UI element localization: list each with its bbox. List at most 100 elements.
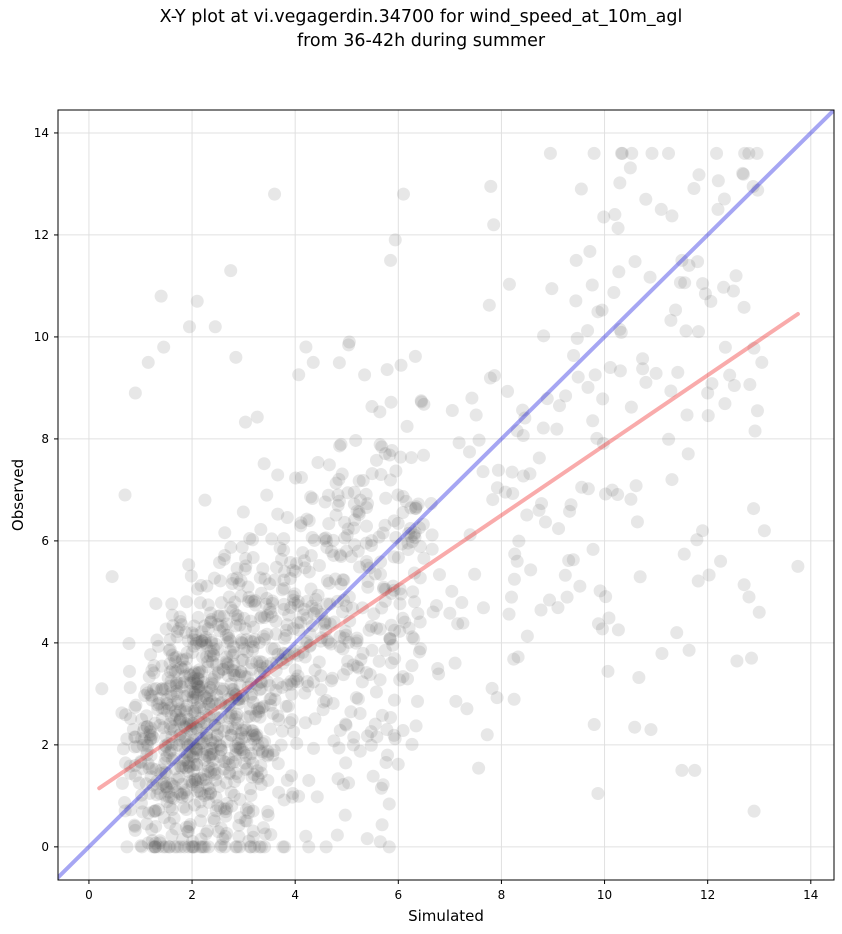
scatter-point [193,795,207,809]
scatter-point [228,748,242,762]
scatter-point [353,493,367,507]
scatter-point [238,730,252,744]
scatter-point [238,562,252,576]
scatter-point [252,704,266,718]
scatter-point [151,639,165,653]
scatter-point [384,656,398,670]
scatter-point [483,371,497,385]
scatter-point [246,635,260,649]
scatter-point [277,581,291,595]
scatter-point [205,741,219,755]
scatter-point [184,569,198,583]
scatter-point [190,675,204,689]
scatter-point [145,689,159,703]
scatter-point [253,571,267,585]
scatter-point [198,633,212,647]
scatter-point [200,579,214,593]
scatter-point [292,368,306,382]
scatter-point [360,554,374,568]
scatter-point [177,786,191,800]
scatter-point [176,662,190,676]
scatter-point [163,800,177,814]
scatter-point [154,289,168,303]
scatter-point [160,704,174,718]
scatter-point [304,549,318,563]
scatter-point [163,746,177,760]
scatter-point [391,488,405,502]
scatter-point [383,632,397,646]
scatter-point [325,544,339,558]
scatter-point [551,601,565,615]
scatter-point [482,298,496,312]
scatter-point [468,567,482,581]
scatter-point [311,588,325,602]
scatter-point [211,618,225,632]
scatter-point [155,712,169,726]
scatter-point [200,731,214,745]
scatter-point [384,618,398,632]
scatter-point [316,703,330,717]
scatter-point [247,732,261,746]
scatter-point [465,391,479,405]
scatter-point [195,720,209,734]
scatter-point [215,619,229,633]
scatter-point [378,518,392,532]
scatter-point [296,645,310,659]
scatter-point [369,685,383,699]
scatter-point [404,451,418,465]
scatter-point [208,718,222,732]
scatter-point [188,665,202,679]
scatter-point [277,543,291,557]
scatter-point [308,712,322,726]
scatter-point [195,665,209,679]
scatter-point [186,763,200,777]
scatter-point [178,702,192,716]
scatter-point [351,661,365,675]
scatter-point [246,756,260,770]
scatter-point [213,738,227,752]
scatter-point [391,516,405,530]
scatter-point [251,772,265,786]
scatter-point [726,284,740,298]
scatter-point [173,787,187,801]
scatter-point [136,762,150,776]
scatter-point [710,146,724,160]
scatter-point [424,497,438,511]
scatter-point [261,749,275,763]
scatter-point [237,745,251,759]
y-tick-label: 0 [41,840,49,854]
y-tick-label: 6 [41,534,49,548]
scatter-point [581,324,595,338]
scatter-point [128,823,142,837]
scatter-point [175,761,189,775]
scatter-point [192,672,206,686]
scatter-point [350,631,364,645]
scatter-point [183,717,197,731]
scatter-point [187,639,201,653]
scatter-point [463,445,477,459]
scatter-point [432,568,446,582]
scatter-point [222,590,236,604]
scatter-point [182,558,196,572]
scatter-point [208,768,222,782]
scatter-point [163,665,177,679]
scatter-point [431,662,445,676]
scatter-point [162,785,176,799]
scatter-point [277,573,291,587]
scatter-point [200,743,214,757]
scatter-point [254,611,268,625]
scatter-point [227,668,241,682]
scatter-point [639,192,653,206]
scatter-point [183,774,197,788]
scatter-point [229,722,243,736]
scatter-point [455,596,469,610]
scatter-point [164,698,178,712]
scatter-point [276,646,290,660]
scatter-point [243,840,257,854]
scatter-point [277,602,291,616]
scatter-point [342,776,356,790]
scatter-point [161,737,175,751]
scatter-point [360,501,374,515]
scatter-point [375,708,389,722]
scatter-point [378,447,392,461]
